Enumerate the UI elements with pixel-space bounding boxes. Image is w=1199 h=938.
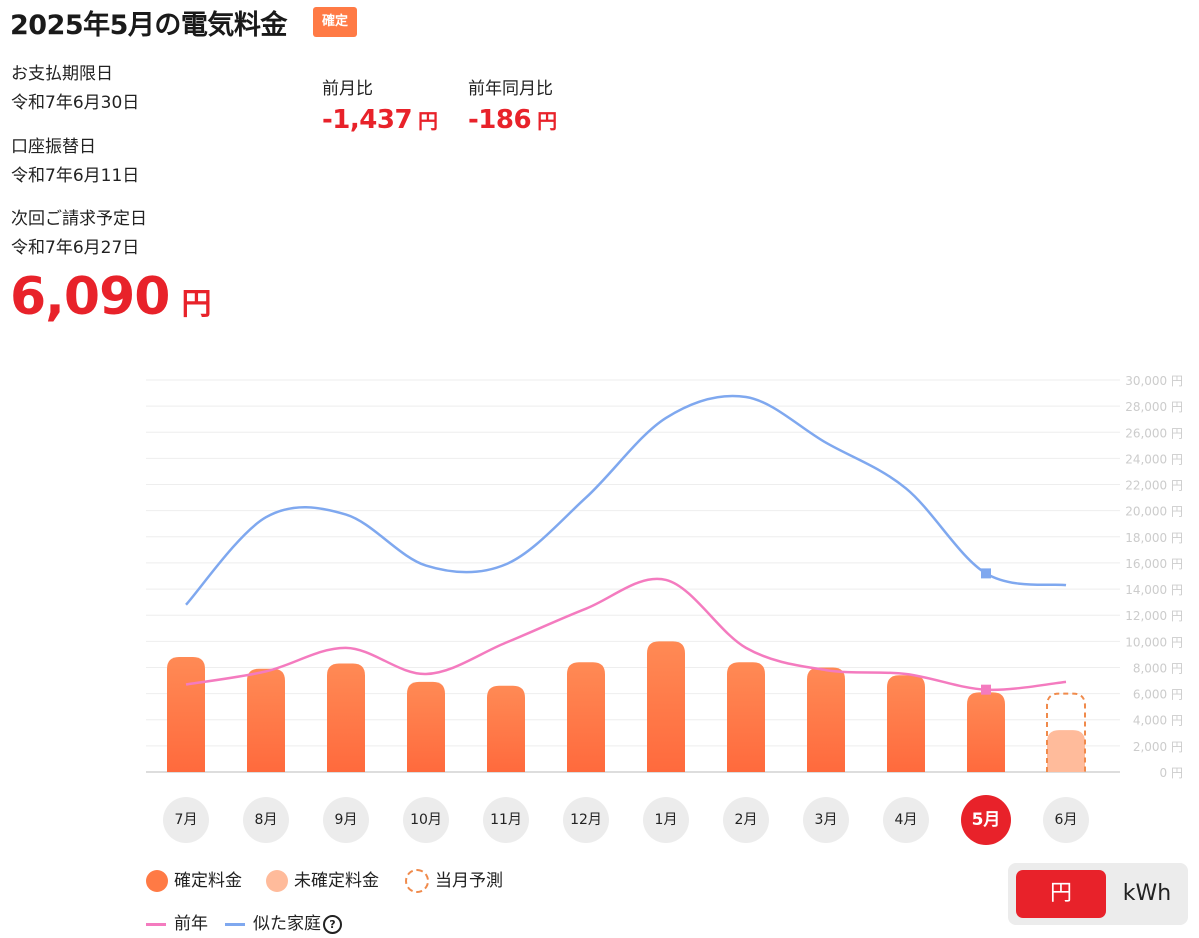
similar-households-line — [185, 394, 1067, 606]
confirmed-bar — [407, 681, 445, 772]
debit-date-value: 令和7年6月11日 — [11, 166, 140, 186]
legend-unconfirmed: 未確定料金 — [266, 866, 379, 892]
total-amount: 6,090 円 — [10, 267, 211, 327]
similar-households-line-marker — [981, 568, 991, 579]
prev-month-unit: 円 — [418, 109, 439, 133]
unconfirmed-swatch — [266, 870, 288, 892]
confirmed-swatch — [146, 870, 168, 892]
y-tick-label: 10,000 円 — [1125, 635, 1183, 649]
page-title: 2025年5月の電気料金 — [10, 10, 287, 41]
legend-forecast-label: 当月予測 — [435, 871, 503, 891]
y-tick-label: 6,000 円 — [1133, 688, 1183, 702]
y-tick-label: 16,000 円 — [1125, 557, 1183, 571]
y-tick-label: 18,000 円 — [1125, 531, 1183, 545]
month-chip[interactable]: 1月 — [643, 797, 689, 843]
prev-year-line-marker — [981, 684, 991, 695]
prev-year-label: 前年同月比 — [468, 79, 553, 99]
prev-year-diff: -186 円 — [468, 105, 557, 135]
month-chip[interactable]: 11月 — [483, 797, 529, 843]
prev-year-swatch — [146, 922, 166, 926]
next-billing-value: 令和7年6月27日 — [11, 238, 140, 258]
y-tick-label: 2,000 円 — [1133, 740, 1183, 754]
y-tick-label: 30,000 円 — [1125, 374, 1183, 388]
forecast-swatch — [405, 869, 429, 893]
month-chip[interactable]: 3月 — [803, 797, 849, 843]
confirmed-bar — [327, 663, 365, 772]
month-chip[interactable]: 4月 — [883, 797, 929, 843]
total-value: 6,090 — [10, 267, 170, 327]
confirmed-bar — [247, 668, 285, 772]
prev-year-unit: 円 — [537, 109, 558, 133]
month-chip[interactable]: 8月 — [243, 797, 289, 843]
payment-due-label: お支払期限日 — [11, 64, 113, 84]
similar-swatch — [225, 922, 245, 926]
billing-chart: 0 円 2,000 円 4,000 円 6,000 円 8,000 円 10,000 円 1… — [146, 374, 1183, 780]
unit-toggle: 円 kWh — [1008, 863, 1188, 925]
legend-forecast: 当月予測 — [405, 866, 503, 893]
status-badge: 確定 — [313, 7, 357, 37]
y-tick-label: 12,000 円 — [1125, 609, 1183, 623]
next-billing-label: 次回ご請求予定日 — [11, 209, 147, 229]
y-tick-label: 8,000 円 — [1133, 661, 1183, 675]
legend-prev-year: 前年 — [146, 909, 208, 934]
legend-similar-label: 似た家庭 — [253, 914, 321, 934]
y-tick-label: 0 円 — [1160, 766, 1183, 780]
y-tick-label: 14,000 円 — [1125, 583, 1183, 597]
confirmed-bar — [807, 667, 845, 772]
month-chip[interactable]: 6月 — [1043, 797, 1089, 843]
confirmed-bar — [887, 675, 925, 772]
yen-toggle-button[interactable]: 円 — [1016, 870, 1106, 918]
y-tick-label: 20,000 円 — [1125, 505, 1183, 519]
legend-unconfirmed-label: 未確定料金 — [294, 871, 379, 891]
month-chip[interactable]: 7月 — [163, 797, 209, 843]
legend-similar: 似た家庭? — [225, 909, 342, 934]
y-tick-label: 22,000 円 — [1125, 479, 1183, 493]
y-tick-label: 26,000 円 — [1125, 426, 1183, 440]
y-tick-label: 28,000 円 — [1125, 400, 1183, 414]
confirmed-bar — [647, 641, 685, 772]
forecast-bar — [1046, 692, 1086, 772]
legend-prev-year-label: 前年 — [174, 914, 208, 934]
legend-confirmed: 確定料金 — [146, 866, 242, 892]
confirmed-bar — [727, 662, 765, 772]
month-chip[interactable]: 9月 — [323, 797, 369, 843]
prev-month-diff: -1,437 円 — [322, 105, 438, 135]
month-chip[interactable]: 12月 — [563, 797, 609, 843]
confirmed-bar — [567, 662, 605, 772]
month-chip[interactable]: 2月 — [723, 797, 769, 843]
confirmed-bar — [967, 692, 1005, 772]
y-tick-label: 4,000 円 — [1133, 714, 1183, 728]
prev-year-line — [185, 577, 1067, 692]
prev-year-value: -186 — [468, 105, 532, 135]
debit-date-label: 口座振替日 — [11, 137, 96, 157]
y-tick-label: 24,000 円 — [1125, 452, 1183, 466]
confirmed-bar — [167, 657, 205, 772]
payment-due-value: 令和7年6月30日 — [11, 93, 140, 113]
prev-month-label: 前月比 — [322, 79, 373, 99]
total-unit: 円 — [181, 287, 212, 322]
help-icon[interactable]: ? — [323, 914, 342, 934]
confirmed-bar — [487, 685, 525, 772]
kwh-toggle-button[interactable]: kWh — [1122, 881, 1172, 906]
legend-confirmed-label: 確定料金 — [174, 871, 242, 891]
prev-month-value: -1,437 — [322, 105, 413, 135]
month-chip[interactable]: 5月 — [961, 795, 1011, 845]
month-chip[interactable]: 10月 — [403, 797, 449, 843]
unconfirmed-bar — [1047, 730, 1085, 772]
